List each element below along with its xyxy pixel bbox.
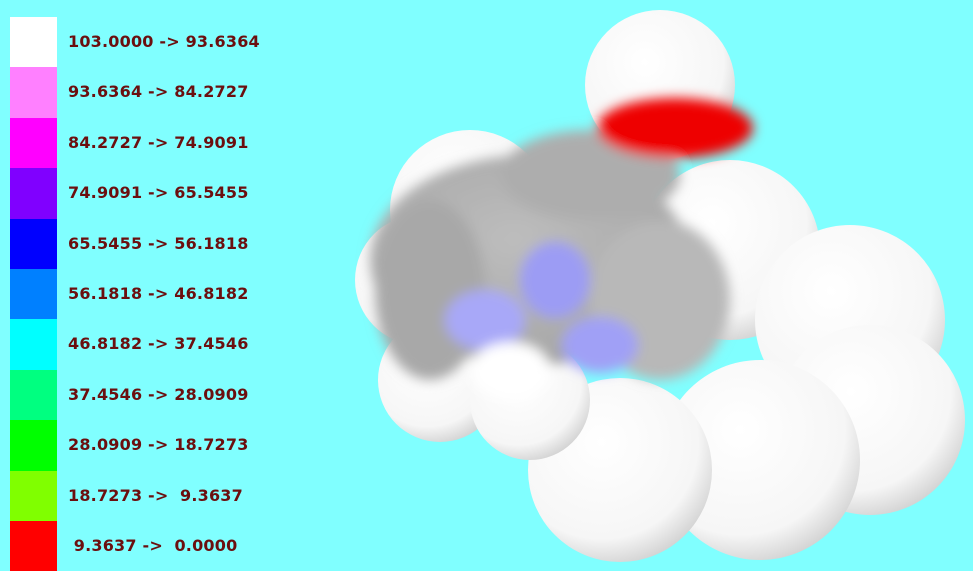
legend-row: 18.7273 -> 9.3637: [0, 471, 300, 521]
molecule-surface: [355, 10, 965, 562]
legend-swatch: [10, 17, 57, 67]
legend-row: 9.3637 -> 0.0000: [0, 521, 300, 571]
legend-swatch: [10, 370, 57, 420]
legend-swatch: [10, 168, 57, 218]
legend-label: 65.5455 -> 56.1818: [68, 219, 249, 269]
page: {"legend": {"entries": [ {"label": "103.…: [0, 0, 973, 566]
legend-swatch: [10, 118, 57, 168]
legend-row: 56.1818 -> 46.8182: [0, 269, 300, 319]
legend-row: 93.6364 -> 84.2727: [0, 67, 300, 117]
legend-row: 65.5455 -> 56.1818: [0, 219, 300, 269]
legend-swatch: [10, 471, 57, 521]
legend-swatch: [10, 319, 57, 369]
legend-row: 103.0000 -> 93.6364: [0, 17, 300, 67]
legend-label: 93.6364 -> 84.2727: [68, 67, 249, 117]
legend-label: 46.8182 -> 37.4546: [68, 319, 249, 369]
legend-swatch: [10, 269, 57, 319]
legend-swatch: [10, 67, 57, 117]
legend-label: 56.1818 -> 46.8182: [68, 269, 249, 319]
legend-row: 84.2727 -> 74.9091: [0, 118, 300, 168]
legend-label: 103.0000 -> 93.6364: [68, 17, 260, 67]
legend-label: 9.3637 -> 0.0000: [68, 521, 237, 571]
legend-row: 28.0909 -> 18.7273: [0, 420, 300, 470]
legend-swatch: [10, 521, 57, 571]
legend-label: 84.2727 -> 74.9091: [68, 118, 249, 168]
legend-swatch: [10, 420, 57, 470]
legend-label: 28.0909 -> 18.7273: [68, 420, 249, 470]
legend-row: 46.8182 -> 37.4546: [0, 319, 300, 369]
legend-row: 74.9091 -> 65.5455: [0, 168, 300, 218]
legend-row: 37.4546 -> 28.0909: [0, 370, 300, 420]
legend-label: 74.9091 -> 65.5455: [68, 168, 249, 218]
legend-label: 18.7273 -> 9.3637: [68, 471, 243, 521]
legend-swatch: [10, 219, 57, 269]
legend-label: 37.4546 -> 28.0909: [68, 370, 249, 420]
